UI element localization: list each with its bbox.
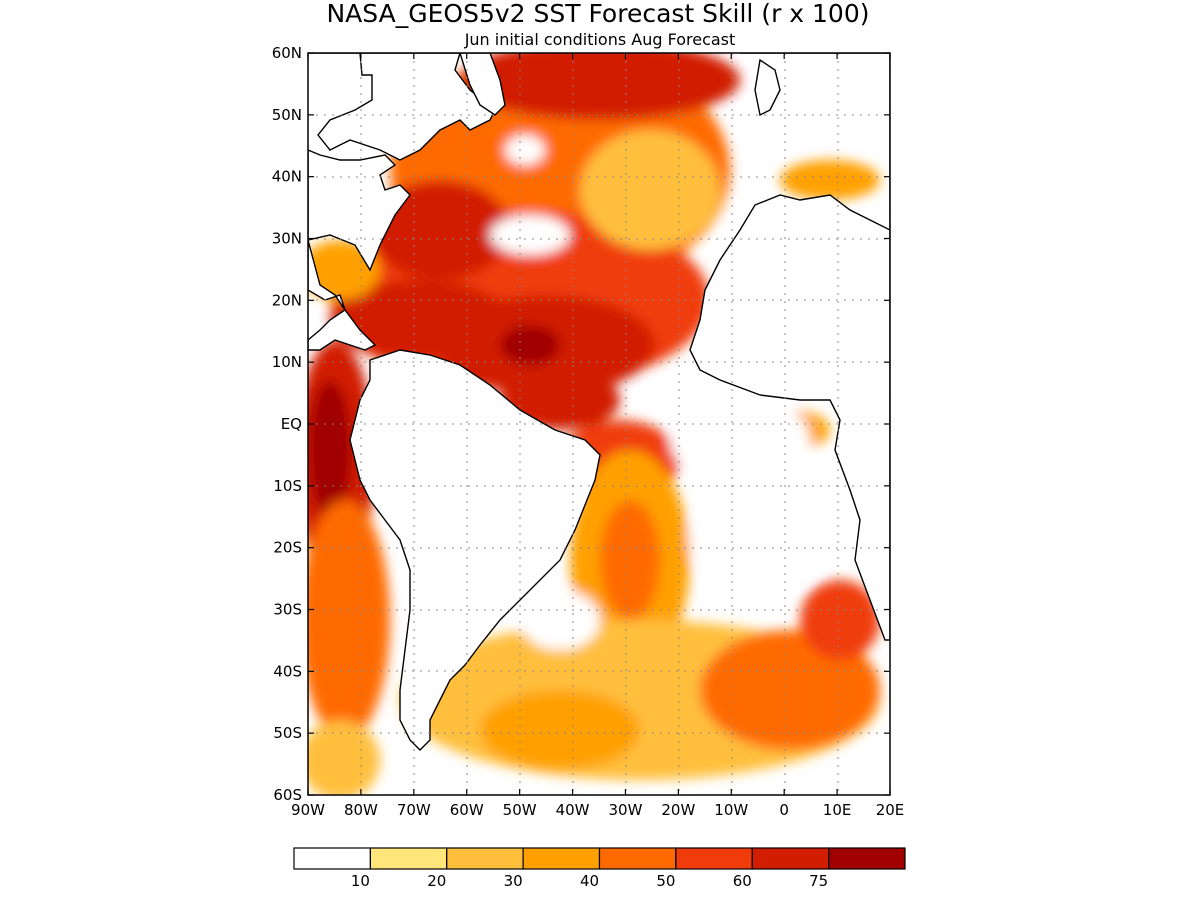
lon-tick-label: 50W (503, 801, 537, 819)
lon-tick-label: 30W (608, 801, 642, 819)
colorbar-swatch (675, 847, 753, 870)
skill-region-pacific-south (308, 500, 390, 740)
lat-tick-label: 60N (272, 44, 302, 62)
land-greenland (459, 53, 506, 116)
skill-region-mediterranean (780, 160, 880, 200)
skill-gap-south-west (520, 590, 600, 650)
skill-region-mid-north (580, 130, 720, 250)
colorbar-label: 40 (580, 872, 599, 890)
lat-tick-label: 60S (273, 786, 302, 804)
skill-gap-east-tropical (670, 395, 810, 485)
colorbar-swatch (828, 847, 906, 870)
lat-tick-label: 10S (273, 477, 302, 495)
lon-tick-label: 90W (291, 801, 325, 819)
skill-region-north-east (460, 53, 740, 120)
lat-tick-label: 10N (272, 353, 302, 371)
lon-tick-label: 0 (779, 801, 789, 819)
land-masses (308, 53, 890, 751)
skill-region-southern-ocean-mid (480, 690, 640, 770)
skill-region-southern-ocean-east (700, 630, 880, 750)
skill-gap-south-east (690, 490, 830, 590)
graticule (308, 53, 890, 795)
lat-tick-label: 40S (273, 662, 302, 680)
skill-gap-mid-atlantic (490, 215, 570, 255)
lat-tick-label: 20S (273, 539, 302, 557)
colorbar-label: 30 (504, 872, 523, 890)
colorbar: 10 20 30 40 50 60 75 (293, 847, 906, 890)
lat-tick-label: 30N (272, 230, 302, 248)
colorbar-label: 10 (351, 872, 370, 890)
lon-tick-label: 80W (344, 801, 378, 819)
lon-tick-label: 70W (397, 801, 431, 819)
map-subtitle: Jun initial conditions Aug Forecast (464, 30, 736, 49)
colorbar-label: 50 (656, 872, 675, 890)
skill-region-south-cape (800, 580, 880, 660)
land-south-america (349, 349, 601, 751)
colorbar-swatch (369, 847, 448, 870)
colorbar-swatch (522, 847, 601, 870)
longitude-ticks: 90W 80W 70W 60W 50W 40W 30W 20W 10W 0 10E 20E (291, 53, 904, 819)
skill-region-tropical-core (500, 325, 560, 365)
lon-tick-label: 20W (661, 801, 695, 819)
lat-tick-label: 50S (273, 724, 302, 742)
colorbar-swatch (751, 847, 830, 870)
colorbar-label: 60 (733, 872, 752, 890)
colorbar-label: 20 (427, 872, 446, 890)
colorbar-swatch (446, 847, 524, 870)
lon-tick-label: 20E (876, 801, 905, 819)
lat-tick-label: 50N (272, 106, 302, 124)
lon-tick-label: 60W (450, 801, 484, 819)
latitude-ticks: 60N 50N 40N 30N 20N 10N EQ 10S 20S 30S 40S 50S 60S (272, 44, 890, 804)
skill-region-pacific-core (308, 380, 352, 520)
skill-region-gulf-stream (370, 180, 510, 280)
colorbar-swatch (293, 847, 371, 870)
lon-tick-label: 40W (556, 801, 590, 819)
skill-shading (308, 53, 880, 795)
lat-tick-label: 40N (272, 168, 302, 186)
lat-tick-label: 20N (272, 291, 302, 309)
colorbar-label: 75 (809, 872, 828, 890)
lat-tick-label: 30S (273, 601, 302, 619)
skill-region-south-atlantic-core (600, 500, 660, 620)
lon-tick-label: 10W (714, 801, 748, 819)
lat-tick-label: EQ (281, 415, 302, 433)
colorbar-swatch (598, 847, 677, 870)
map-title: NASA_GEOS5v2 SST Forecast Skill (r x 100… (326, 0, 869, 28)
map-plot-area: 60N 50N 40N 30N 20N 10N EQ 10S 20S 30S 40S 50S 60S 9… (272, 44, 905, 819)
land-central-america (308, 239, 377, 351)
land-europe-africa (689, 53, 890, 641)
skill-gap-north (505, 135, 545, 165)
skill-region-pacific-far-south (308, 720, 380, 795)
lon-tick-label: 10E (823, 801, 852, 819)
